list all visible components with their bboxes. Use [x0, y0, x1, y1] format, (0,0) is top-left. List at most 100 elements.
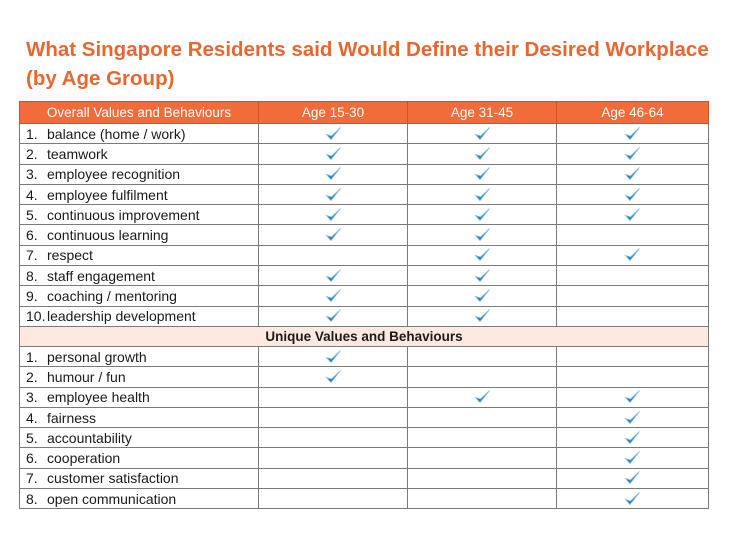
row-text: accountability: [47, 429, 132, 446]
row-number: 8.: [26, 267, 38, 284]
row-number: 9.: [26, 288, 38, 305]
column-header: Age 31-45: [407, 101, 557, 124]
checkmark-icon: [473, 309, 490, 323]
row-label: 9. coaching / mentoring: [19, 285, 259, 307]
checkmark-icon: [324, 167, 341, 181]
check-cell: [556, 447, 709, 469]
check-cell: [407, 427, 557, 449]
check-cell: [556, 467, 709, 490]
row-text: continuous improvement: [47, 206, 200, 223]
row-label: 1. personal growth: [19, 345, 259, 368]
checkmark-icon: [324, 208, 341, 221]
checkmark-icon: [624, 248, 640, 262]
table-row: 8. staff engagement: [19, 265, 709, 287]
checkmark-icon: [324, 187, 341, 201]
table-row: 3. employee health: [19, 386, 709, 408]
overall-values-section: 1. balance (home / work) 2. teamwork 3. emplo…: [19, 122, 709, 327]
check-cell: [258, 224, 408, 246]
page-title: What Singapore Residents said Would Defi…: [26, 38, 709, 90]
check-cell: [556, 386, 709, 408]
table-row: 7. respect: [19, 244, 709, 267]
check-cell: [258, 406, 408, 429]
checkmark-icon: [624, 147, 640, 161]
checkmark-icon: [473, 228, 490, 242]
check-cell: [556, 406, 709, 429]
row-number: 5.: [26, 429, 38, 446]
check-cell: [258, 366, 408, 388]
row-label: 3. employee health: [19, 386, 259, 408]
table-row: 3. employee recognition: [19, 163, 709, 185]
check-cell: [556, 163, 709, 185]
check-cell: [258, 183, 408, 206]
checkmark-icon: [624, 431, 640, 444]
check-cell: [258, 204, 408, 226]
check-cell: [407, 183, 557, 206]
table-row: 10. leadership development: [19, 305, 709, 327]
checkmark-icon: [324, 268, 341, 282]
row-number: 7.: [26, 247, 38, 264]
checkmark-icon: [473, 187, 490, 201]
check-cell: [407, 406, 557, 429]
row-text: employee recognition: [47, 166, 181, 183]
checkmark-icon: [624, 410, 640, 424]
row-label: 3. employee recognition: [19, 163, 259, 185]
check-cell: [556, 204, 709, 226]
check-cell: [556, 265, 709, 287]
checkmark-icon: [473, 390, 490, 404]
check-cell: [556, 143, 709, 165]
table-row: 6. continuous learning: [19, 224, 709, 246]
row-number: 2.: [26, 368, 38, 385]
row-text: staff engagement: [47, 267, 155, 284]
check-cell: [258, 143, 408, 165]
checkmark-icon: [324, 289, 341, 303]
row-number: 6.: [26, 450, 38, 467]
checkmark-icon: [624, 167, 640, 181]
checkmark-icon: [324, 309, 341, 323]
checkmark-icon: [624, 491, 640, 505]
values-table: Overall Values and Behaviours Age 15-30 …: [19, 101, 709, 510]
check-cell: [407, 345, 557, 368]
check-cell: [407, 122, 557, 145]
check-cell: [258, 467, 408, 490]
row-text: continuous learning: [47, 227, 169, 244]
check-cell: [258, 345, 408, 368]
row-text: balance (home / work): [47, 125, 186, 142]
unique-header-row: Unique Values and Behaviours: [19, 325, 709, 347]
table-row: 1. balance (home / work): [19, 122, 709, 145]
row-label: 5. accountability: [19, 427, 259, 449]
row-label: 6. cooperation: [19, 447, 259, 469]
row-label: 5. continuous improvement: [19, 204, 259, 226]
table-header-row: Overall Values and Behaviours Age 15-30 …: [19, 101, 709, 124]
check-cell: [407, 447, 557, 469]
check-cell: [258, 285, 408, 307]
check-cell: [556, 345, 709, 368]
row-number: 2.: [26, 145, 38, 162]
row-text: coaching / mentoring: [47, 288, 177, 305]
check-cell: [407, 143, 557, 165]
row-number: 4.: [26, 409, 38, 426]
check-cell: [258, 163, 408, 185]
row-label: 4. employee fulfilment: [19, 183, 259, 206]
row-number: 8.: [26, 490, 38, 507]
check-cell: [407, 285, 557, 307]
checkmark-icon: [324, 126, 341, 140]
check-cell: [556, 488, 709, 510]
check-cell: [556, 366, 709, 388]
check-cell: [407, 488, 557, 510]
check-cell: [407, 366, 557, 388]
row-text: open communication: [47, 490, 177, 507]
row-number: 1.: [26, 125, 38, 142]
checkmark-icon: [624, 187, 640, 201]
row-number: 5.: [26, 206, 38, 223]
row-number: 4.: [26, 186, 38, 203]
checkmark-icon: [473, 126, 490, 140]
row-text: employee fulfilment: [47, 186, 168, 203]
row-number: 1.: [26, 348, 38, 365]
checkmark-icon: [473, 147, 490, 161]
row-text: customer satisfaction: [47, 470, 179, 487]
row-text: leadership development: [47, 308, 196, 325]
check-cell: [258, 386, 408, 408]
row-label: 2. teamwork: [19, 143, 259, 165]
row-label: 6. continuous learning: [19, 224, 259, 246]
checkmark-icon: [324, 228, 341, 242]
